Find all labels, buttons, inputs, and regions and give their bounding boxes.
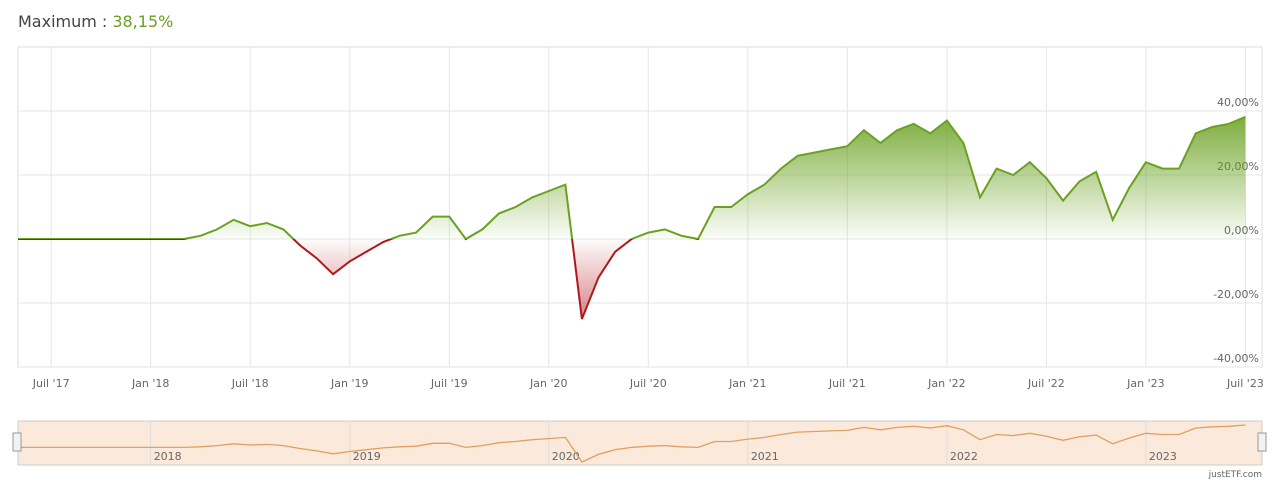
navigator-handle[interactable] (12, 432, 22, 452)
x-tick-label: Juil '23 (1226, 377, 1264, 390)
y-tick-label: -20,00% (1213, 288, 1259, 301)
x-tick-label: Jan '19 (330, 377, 368, 390)
x-tick-label: Juil '21 (828, 377, 866, 390)
navigator-line (18, 424, 1246, 463)
y-tick-label: 40,00% (1217, 96, 1259, 109)
x-tick-label: Jan '20 (529, 377, 567, 390)
x-tick-label: Jan '21 (728, 377, 766, 390)
x-tick-label: Juil '19 (430, 377, 468, 390)
x-tick-label: Jan '18 (131, 377, 169, 390)
navigator-label: 2019 (353, 450, 381, 463)
navigator-handle[interactable] (1257, 432, 1267, 452)
navigator-label: 2023 (1149, 450, 1177, 463)
x-tick-label: Juil '17 (32, 377, 70, 390)
x-tick-label: Juil '20 (629, 377, 667, 390)
navigator-label: 2022 (950, 450, 978, 463)
area-down (294, 240, 631, 319)
area-up (18, 116, 1246, 240)
x-tick-label: Juil '22 (1027, 377, 1065, 390)
navigator (17, 420, 1263, 466)
x-tick-label: Juil '18 (231, 377, 269, 390)
x-tick-label: Jan '22 (927, 377, 965, 390)
navigator-label: 2021 (751, 450, 779, 463)
x-tick-label: Jan '23 (1126, 377, 1164, 390)
navigator-label: 2018 (154, 450, 182, 463)
y-tick-label: -40,00% (1213, 352, 1259, 365)
maximum-value: 38,15% (112, 12, 173, 31)
title: Maximum : (18, 12, 107, 31)
credit: justETF.com (1208, 470, 1262, 480)
navigator-label: 2020 (552, 450, 580, 463)
line (18, 115, 1246, 320)
